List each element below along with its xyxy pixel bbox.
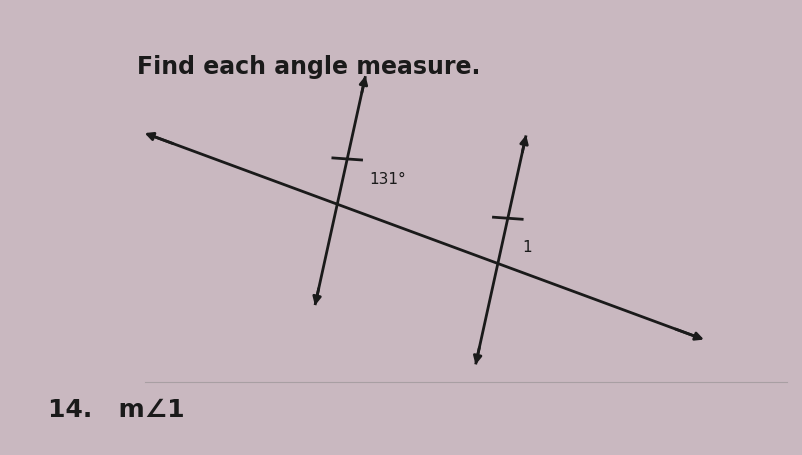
Text: Find each angle measure.: Find each angle measure. xyxy=(136,55,480,79)
Text: 14.   m∠1: 14. m∠1 xyxy=(48,398,184,421)
Text: 131°: 131° xyxy=(369,172,406,187)
Text: 1: 1 xyxy=(521,240,531,255)
